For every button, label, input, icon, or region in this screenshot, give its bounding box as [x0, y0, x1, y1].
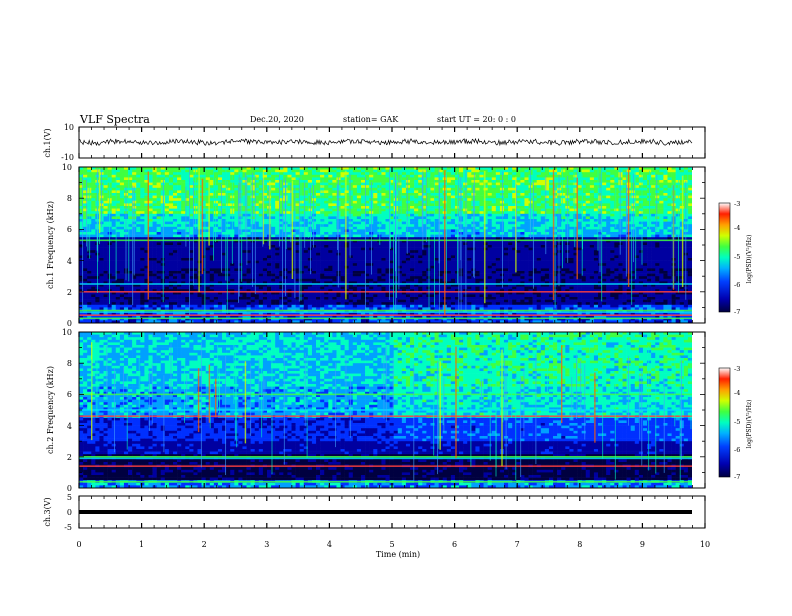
ch2-frequency-tick-labels: 10 8 6 4 2 0: [62, 328, 72, 493]
ch1-ytick-10: 10: [62, 163, 72, 172]
ch2-spectrogram-image: [79, 332, 705, 488]
date-label: Dec.20, 2020: [250, 115, 304, 124]
xtick-9: 9: [640, 540, 645, 549]
ch1-frequency-ylabel: ch.1 Frequency (kHz): [46, 201, 55, 289]
xtick-4: 4: [327, 540, 332, 549]
ch1-waveform-panel: 10 -10 ch.1(V): [43, 123, 705, 162]
ch3-ytick-0: 0: [67, 508, 72, 517]
ch2-cbar-tick-6: -6: [734, 446, 740, 454]
ch1-cbar-tick-6: -6: [734, 281, 740, 289]
ch2-ytick-8: 8: [67, 359, 72, 368]
ch3-waveform-ylabel: ch.3(V): [43, 497, 52, 526]
time-axis: 0 1 2 3 4 5 6 7 8 9 10 Time (min): [76, 540, 710, 559]
xtick-7: 7: [515, 540, 520, 549]
ch1-spectrogram-image: [79, 167, 705, 323]
ch2-cbar-tick-5: -5: [734, 418, 740, 426]
ch2-colorbar-gradient: [719, 368, 730, 477]
ch2-ytick-10: 10: [62, 328, 72, 337]
ch3-ytick-minus5: -5: [64, 523, 72, 532]
start-time-label: start UT = 20: 0 : 0: [437, 115, 516, 124]
ch1-cbar-tick-7: -7: [734, 308, 740, 316]
ch2-colorbar-label: log(PSD)(V²/Hz): [746, 400, 753, 449]
ch1-colorbar: -3 -4 -5 -6 -7 log(PSD)(V²/Hz): [719, 200, 753, 316]
ch1-waveform-ylabel: ch.1(V): [43, 128, 52, 157]
ch3-ytick-5: 5: [67, 493, 72, 502]
ch1-ytick-top: 10: [64, 123, 74, 132]
ch2-spectrogram-panel: 10 8 6 4 2 0 ch.2 Frequency (kHz): [46, 328, 705, 493]
xtick-5: 5: [389, 540, 394, 549]
ch2-ytick-4: 4: [67, 422, 72, 431]
ch3-waveform-panel: 5 0 -5 ch.3(V): [43, 493, 705, 532]
ch1-cbar-tick-3: -3: [734, 200, 740, 208]
figure-title: VLF Spectra: [79, 113, 150, 126]
time-axis-label: Time (min): [376, 550, 420, 559]
ch2-cbar-tick-7: -7: [734, 473, 740, 481]
ch1-colorbar-gradient: [719, 203, 730, 312]
xtick-1: 1: [139, 540, 144, 549]
xtick-3: 3: [264, 540, 269, 549]
ch2-frequency-ylabel: ch.2 Frequency (kHz): [46, 366, 55, 454]
xtick-10: 10: [700, 540, 710, 549]
ch1-ytick-bottom: -10: [61, 153, 74, 162]
ch1-spectrogram-panel: 10 8 6 4 2 0 ch.1 Frequency (kHz): [46, 163, 705, 328]
ch1-ytick-8: 8: [67, 194, 72, 203]
xtick-6: 6: [452, 540, 457, 549]
ch1-cbar-tick-4: -4: [734, 224, 740, 232]
xtick-0: 0: [76, 540, 81, 549]
ch1-ytick-2: 2: [67, 288, 72, 297]
ch1-cbar-tick-5: -5: [734, 253, 740, 261]
ch1-ytick-6: 6: [67, 225, 72, 234]
ch2-ytick-2: 2: [67, 453, 72, 462]
station-label: station= GAK: [343, 115, 399, 124]
ch2-cbar-tick-4: -4: [734, 389, 740, 397]
ch1-colorbar-label: log(PSD)(V²/Hz): [746, 235, 753, 284]
ch1-ytick-0: 0: [67, 319, 72, 328]
xtick-8: 8: [577, 540, 582, 549]
ch1-frequency-tick-labels: 10 8 6 4 2 0: [62, 163, 72, 328]
ch1-ytick-4: 4: [67, 257, 72, 266]
ch2-colorbar: -3 -4 -5 -6 -7 log(PSD)(V²/Hz): [719, 365, 753, 481]
ch2-cbar-tick-3: -3: [734, 365, 740, 373]
ch2-ytick-0: 0: [67, 484, 72, 493]
xtick-2: 2: [202, 540, 207, 549]
ch2-ytick-6: 6: [67, 390, 72, 399]
